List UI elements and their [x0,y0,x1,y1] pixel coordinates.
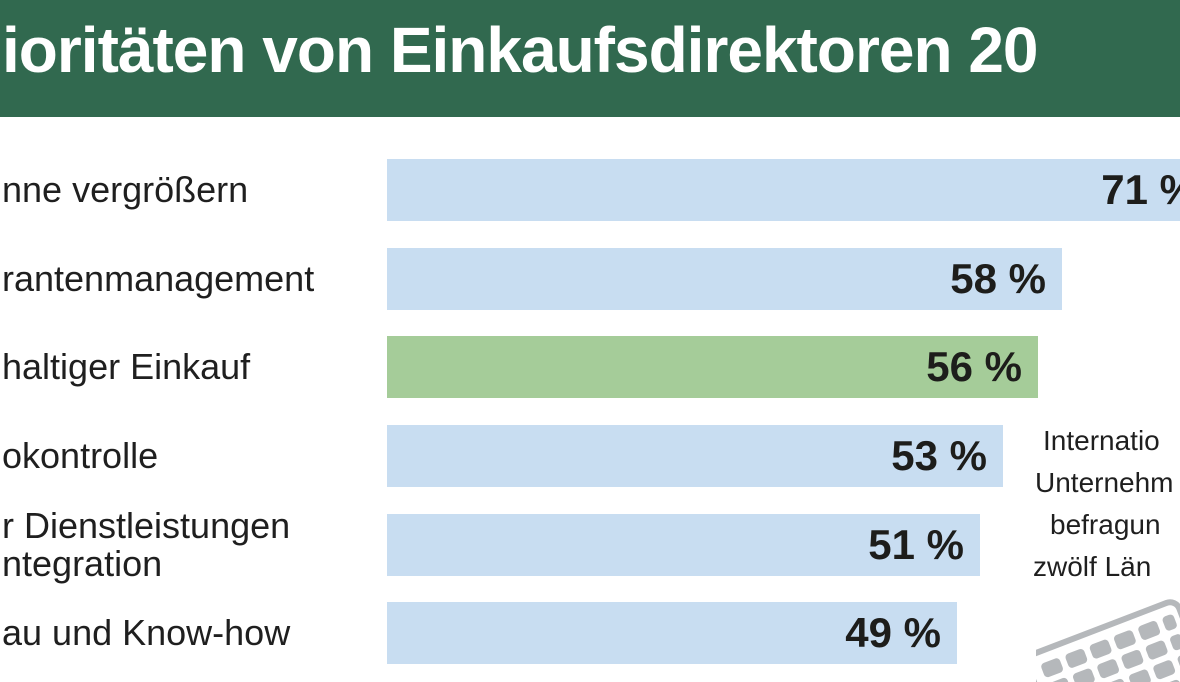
value-label: 58 % [950,255,1046,302]
page-title: ioritäten von Einkaufsdirektoren 20 [2,14,1038,86]
bar: 71 % [387,159,1180,221]
value-label: 53 % [891,432,987,479]
category-label: okontrolle [2,435,159,476]
bar-row: rantenmanagement 58 % [0,248,1180,310]
bar: 58 % [387,248,1062,310]
annotation-line: zwölf Län [1033,551,1152,582]
value-label: 49 % [845,609,941,656]
value-label: 51 % [868,521,964,568]
annotation-line: Internatio [1043,425,1160,456]
annotation-line: Unternehm [1035,467,1174,498]
bar-row: au und Know-how 49 % [0,602,1180,664]
category-label: r Dienstleistungen ntegration [2,505,291,584]
bar: 51 % [387,514,980,576]
annotation-line: befragun [1050,509,1161,540]
bar-row: haltiger Einkauf 56 % [0,336,1180,398]
keyboard-icon [1036,599,1180,682]
bar-highlighted: 56 % [387,336,1038,398]
category-label: rantenmanagement [2,258,315,299]
value-label: 56 % [926,343,1022,390]
category-label: au und Know-how [2,612,291,653]
header-band: ioritäten von Einkaufsdirektoren 20 [0,0,1180,117]
bar: 53 % [387,425,1003,487]
bar: 49 % [387,602,957,664]
bar-row: r Dienstleistungen ntegration 51 % [0,505,1180,584]
category-label: haltiger Einkauf [2,346,251,387]
bar-row: nne vergrößern 71 % [0,159,1180,221]
category-label: nne vergrößern [2,169,249,210]
bar-row: okontrolle 53 % [0,425,1180,487]
keyboard-body [1036,599,1180,682]
value-label: 71 % [1101,166,1180,213]
